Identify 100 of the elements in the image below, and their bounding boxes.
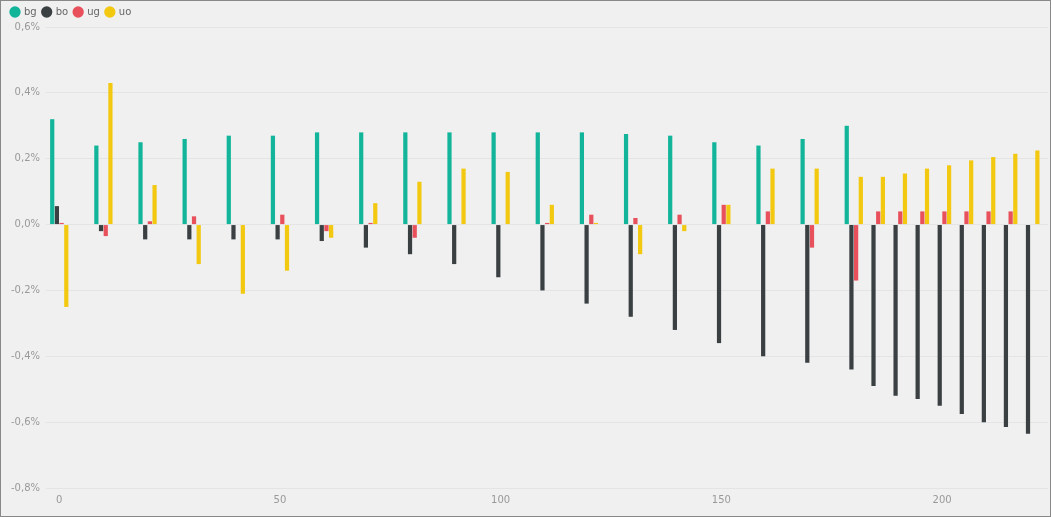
bar [756,145,761,225]
bar [770,168,775,225]
bar [447,132,452,225]
bar [535,132,540,225]
bar [942,211,947,225]
bar [407,225,413,255]
bar [359,132,364,225]
bar [496,225,501,278]
bar [240,225,245,294]
bar [854,225,859,281]
bar [491,132,496,225]
bar [275,225,280,240]
x-tick-label: 200 [932,493,952,505]
bar [682,225,687,232]
bar [805,225,810,363]
bar [329,225,334,238]
bar [1025,225,1031,434]
bar [143,225,148,240]
bar [54,206,60,225]
bar [270,135,276,225]
y-tick-label: -0,4% [11,349,41,361]
bar [505,171,510,225]
bar [726,204,731,225]
bar [809,225,815,248]
legend-label: bg [24,5,37,17]
legend-label: bo [55,5,69,17]
bar [924,168,930,225]
bar [959,225,964,414]
bar [1013,153,1018,225]
bar [147,221,152,225]
bar [549,204,554,225]
bar [363,225,368,248]
y-tick-label: -0,6% [11,415,41,427]
bar [712,142,717,225]
y-tick-label: 0,4% [14,86,41,98]
bar [633,217,638,225]
bar [858,176,863,225]
bar [226,135,231,225]
bar [991,157,996,225]
bar [721,204,726,225]
x-tick-label: 0 [56,493,63,505]
bar [638,225,643,255]
bar [187,225,192,240]
bar [981,225,986,423]
bar [844,125,849,225]
bar [716,225,722,344]
x-tick-label: 50 [273,493,287,505]
bar [584,225,589,304]
bar [920,211,925,225]
y-tick-label: 0,6% [14,20,41,32]
bar [191,216,197,225]
bar [182,138,187,225]
bar [761,225,766,357]
bar [98,225,104,232]
bar [403,132,408,225]
bar [64,225,69,307]
bar [108,82,113,225]
bar [964,211,969,225]
bar [319,225,324,242]
bar [902,173,908,225]
bar [138,142,143,225]
bar [196,225,201,265]
bar [152,185,157,225]
y-tick-label: -0,2% [11,284,41,296]
bar [1008,211,1013,225]
bar [94,145,99,225]
bar [1035,150,1040,225]
bar [1003,225,1009,428]
bar [284,225,290,271]
bar [871,225,876,386]
bar [540,225,545,291]
bar [50,119,55,225]
bar [412,225,417,238]
bar [876,211,881,225]
bar [103,225,108,237]
bar [628,225,633,317]
legend-label: uo [118,5,132,17]
bar [893,225,898,396]
bar [668,135,673,225]
bar [937,225,942,406]
bar [986,211,991,225]
bar [314,132,320,225]
bar [461,168,466,225]
x-tick-label: 100 [491,493,511,505]
x-tick-label: 150 [711,493,731,505]
bar [373,203,378,225]
bar [915,225,920,400]
bar [231,225,236,240]
bar [677,214,682,225]
bar [814,168,819,225]
legend-label: ug [87,5,100,17]
bar [579,132,585,225]
bar [623,134,629,225]
y-tick-label: 0,2% [14,152,41,164]
bar [849,225,854,370]
bar [452,225,457,265]
bar [672,225,677,330]
bar [946,165,952,225]
bar [280,214,285,225]
bar [800,138,805,225]
